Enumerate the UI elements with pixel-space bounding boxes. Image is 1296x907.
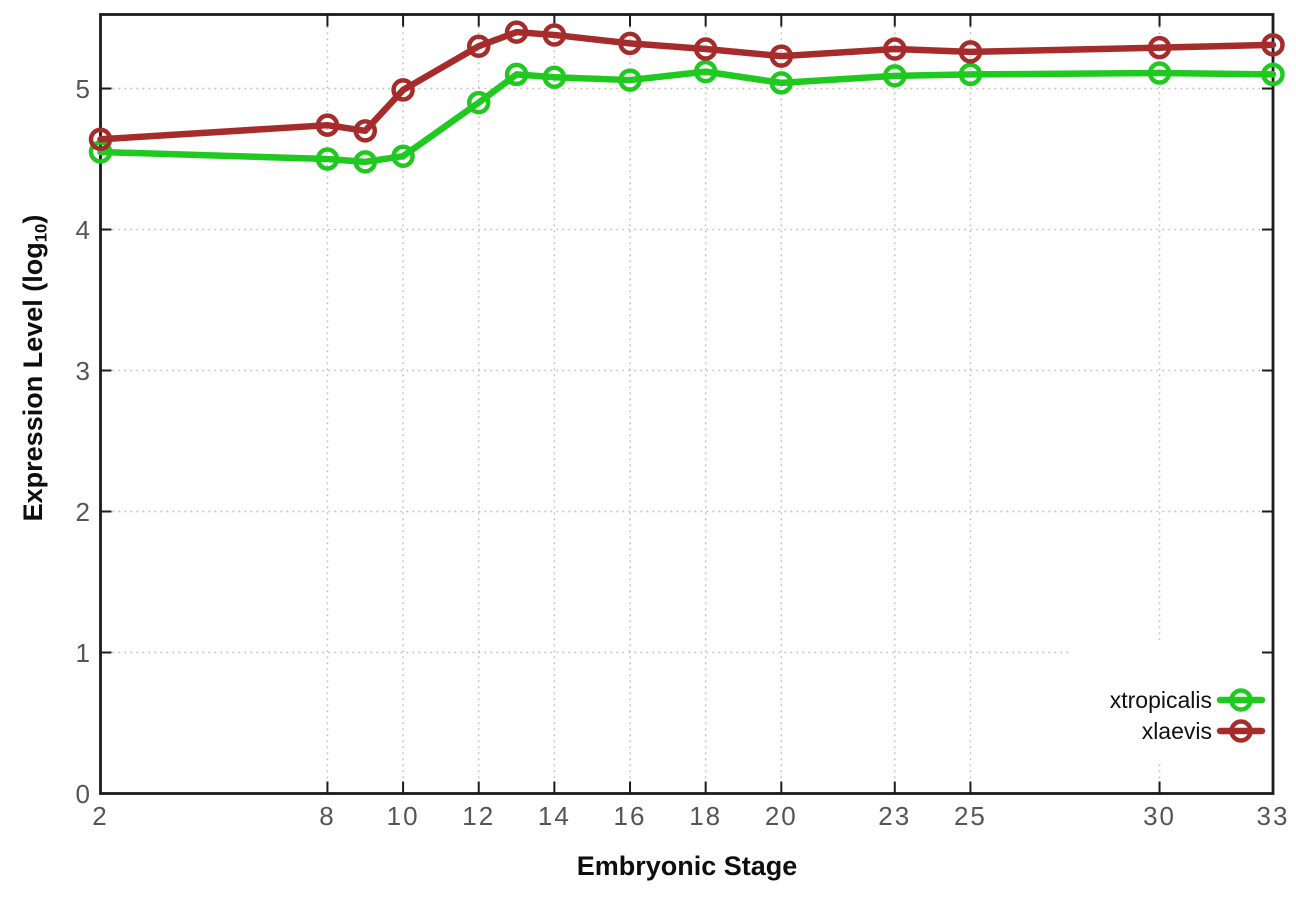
data-point-xlaevis — [542, 23, 567, 47]
data-point-xtropicalis — [883, 64, 907, 88]
series-line-xtropicalis — [97, 68, 1277, 166]
data-point-xlaevis — [618, 31, 642, 56]
data-point-xtropicalis — [504, 62, 529, 87]
data-point-xtropicalis — [315, 147, 340, 171]
x-tick-label: 23 — [878, 801, 912, 831]
data-point-xlaevis — [88, 127, 113, 152]
y-tick-label: 0 — [75, 778, 92, 809]
data-point-xtropicalis — [391, 144, 415, 168]
data-point-xlaevis — [693, 37, 718, 61]
x-tick-label: 14 — [537, 801, 571, 831]
x-tick-label: 33 — [1256, 801, 1290, 831]
legend-marker-circle-xlaevis — [1229, 719, 1253, 743]
data-point-xlaevis — [1261, 33, 1285, 57]
data-point-xtropicalis — [769, 71, 794, 95]
data-point-xtropicalis — [353, 150, 378, 174]
data-point-xtropicalis — [618, 68, 642, 92]
data-point-xlaevis — [315, 113, 340, 137]
legend-marker-circle-xtropicalis — [1229, 688, 1253, 712]
x-tick-label: 16 — [613, 801, 647, 831]
x-tick-label: 8 — [319, 801, 336, 831]
data-point-xlaevis — [883, 37, 907, 61]
series-line-xlaevis — [97, 28, 1277, 143]
y-tick-label: 2 — [75, 496, 92, 527]
x-tick-label: 2 — [92, 801, 109, 831]
data-point-xlaevis — [391, 78, 415, 102]
data-point-xtropicalis — [693, 59, 718, 84]
data-point-xlaevis — [769, 44, 794, 68]
data-point-xlaevis — [504, 20, 529, 44]
legend-label-xtropicalis: xtropicalis — [1109, 687, 1212, 713]
data-point-xtropicalis — [1261, 62, 1285, 87]
x-tick-label: 25 — [953, 801, 987, 831]
y-tick-label: 3 — [75, 355, 92, 386]
x-axis-title: Embryonic Stage — [576, 851, 798, 881]
data-point-xtropicalis — [958, 62, 983, 87]
x-tick-label: 12 — [462, 801, 496, 831]
y-tick-label: 1 — [75, 637, 92, 668]
data-point-xlaevis — [1147, 35, 1172, 60]
legend-label-xlaevis: xlaevis — [1141, 718, 1212, 744]
data-point-xtropicalis — [1147, 61, 1172, 85]
y-tick-label: 5 — [75, 73, 92, 104]
plot-border — [99, 13, 1275, 795]
data-point-xtropicalis — [542, 65, 567, 89]
x-tick-label: 30 — [1143, 801, 1176, 831]
data-point-xtropicalis — [466, 90, 491, 115]
data-point-xlaevis — [353, 119, 378, 143]
x-tick-label: 10 — [386, 801, 420, 831]
data-point-xlaevis — [958, 40, 983, 64]
x-tick-label: 20 — [764, 801, 798, 831]
data-point-xlaevis — [466, 34, 491, 58]
x-tick-label: 18 — [689, 801, 723, 831]
y-tick-label: 4 — [75, 214, 92, 245]
